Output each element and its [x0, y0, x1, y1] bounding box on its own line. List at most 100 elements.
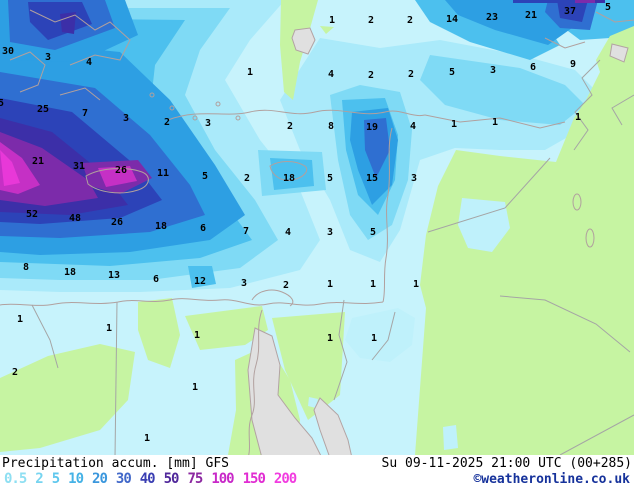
- precip-value-label: 1: [144, 433, 150, 444]
- precip-value-label: 1: [371, 333, 377, 344]
- precip-value-label: 26: [111, 217, 123, 228]
- precip-value-label: 3: [205, 118, 211, 129]
- legend-scale-value: 100: [211, 471, 234, 487]
- legend-scale-value: 30: [115, 471, 132, 487]
- precip-value-label: 2: [368, 70, 374, 81]
- precip-value-label: 21: [32, 156, 44, 167]
- precip-value-label: 31: [73, 161, 85, 172]
- precip-value-label: 2: [287, 121, 293, 132]
- precip-value-label: 1: [194, 330, 200, 341]
- precip-value-label: 6: [153, 274, 159, 285]
- precip-value-label: 26: [115, 165, 127, 176]
- precip-value-label: 7: [82, 108, 88, 119]
- precip-value-label: 5: [202, 171, 208, 182]
- lake-van: [609, 43, 629, 63]
- legend-scale-value: 75: [187, 471, 203, 487]
- precip-value-label: 3: [45, 52, 51, 63]
- precip-value-label: 1: [247, 67, 253, 78]
- precip-value-label: 2: [12, 367, 18, 378]
- band-150mm: [0, 150, 20, 186]
- precip-value-label: 19: [366, 122, 378, 133]
- precip-value-label: 4: [86, 57, 92, 68]
- weather-map: 1 2 2 14 23 21 37 5 30 3 4 1 4 2 2 5 3 6 9 5 25 7 3 2 3 2 8 19 4 1 1 1 2…: [0, 0, 634, 455]
- precip-value-label: 1: [492, 117, 498, 128]
- legend-row-1: Precipitation accum. [mm] GFS Su 09-11-2…: [0, 456, 634, 471]
- precip-value-label: 2: [408, 69, 414, 80]
- marmara-lake: [291, 27, 316, 55]
- precip-value-label: 3: [411, 173, 417, 184]
- precip-value-label: 9: [570, 59, 576, 70]
- country-borders: [31, 59, 634, 455]
- legend-scale-value: 10: [68, 471, 84, 487]
- legend-scale-value: 150: [242, 471, 266, 487]
- precip-value-label: 8: [23, 262, 29, 273]
- precip-value-label: 4: [410, 121, 416, 132]
- precip-value-label: 11: [157, 168, 169, 179]
- precip-value-label: 52: [26, 209, 38, 220]
- precip-value-label: 2: [283, 280, 289, 291]
- precip-value-label: 1: [192, 382, 198, 393]
- precip-value-label: 1: [575, 112, 581, 123]
- precip-value-label: 5: [327, 173, 333, 184]
- map-datetime: Su 09-11-2025 21:00 UTC (00+285): [381, 456, 632, 471]
- precip-value-label: 5: [605, 2, 611, 13]
- coastlines: [0, 9, 634, 455]
- legend-scale-value: 20: [92, 471, 108, 487]
- precip-value-label: 6: [530, 62, 536, 73]
- precip-value-label: 5: [370, 227, 376, 238]
- precip-value-label: 1: [413, 279, 419, 290]
- precip-value-label: 48: [69, 213, 81, 224]
- precip-value-label: 4: [285, 227, 291, 238]
- land-precip-patches: [308, 198, 510, 450]
- precip-value-label: 1: [327, 333, 333, 344]
- precip-value-label: 14: [446, 14, 458, 25]
- precip-value-label: 1: [370, 279, 376, 290]
- precip-value-label: 13: [108, 270, 120, 281]
- copyright-link[interactable]: ©weatheronline.co.uk: [473, 472, 630, 487]
- gulf-of-aqaba: [313, 397, 352, 455]
- precip-value-label: 8: [328, 121, 334, 132]
- map-title: Precipitation accum. [mm] GFS: [2, 456, 229, 471]
- precip-value-label: 4: [328, 69, 334, 80]
- precip-value-label: 1: [17, 314, 23, 325]
- precip-value-label: 23: [486, 12, 498, 23]
- precip-value-label: 1: [329, 15, 335, 26]
- precip-value-label: 5: [449, 67, 455, 78]
- precip-value-label: 18: [155, 221, 167, 232]
- precip-value-label: 3: [123, 113, 129, 124]
- dry-sea-gray: [247, 27, 629, 455]
- precip-value-label: 12: [194, 276, 206, 287]
- legend-bar: Precipitation accum. [mm] GFS Su 09-11-2…: [0, 455, 634, 490]
- precip-value-label: 3: [327, 227, 333, 238]
- red-sea: [247, 327, 322, 455]
- precip-value-label: 2: [164, 117, 170, 128]
- precip-value-label: 1: [451, 119, 457, 130]
- precip-value-label: 2: [407, 15, 413, 26]
- precip-value-label: 15: [366, 173, 378, 184]
- precip-value-label: 18: [283, 173, 295, 184]
- legend-scale-value: 200: [273, 471, 297, 487]
- precip-value-label: 37: [564, 6, 576, 17]
- legend-scale-value: 40: [139, 471, 156, 487]
- precip-value-label: 2: [244, 173, 250, 184]
- legend-scale-value: 0.5: [4, 471, 27, 487]
- precip-value-label: 21: [525, 10, 537, 21]
- legend-scale-value: 50: [163, 471, 180, 487]
- precip-value-label: 30: [2, 46, 14, 57]
- precip-value-label: 6: [200, 223, 206, 234]
- precip-value-label: 7: [243, 226, 249, 237]
- precip-value-label: 1: [327, 279, 333, 290]
- precip-value-label: 1: [106, 323, 112, 334]
- legend-scale-value: 5: [51, 471, 61, 487]
- precip-value-label: 25: [37, 104, 49, 115]
- legend-scale-value: 2: [35, 471, 44, 487]
- precip-value-label: 3: [490, 65, 496, 76]
- color-scale: 0.5 2 5 10 20 30 40 50 75 100 150 200: [4, 471, 297, 487]
- precip-value-label: 3: [241, 278, 247, 289]
- precip-value-label: 5: [0, 98, 4, 109]
- legend-row-2: 0.5 2 5 10 20 30 40 50 75 100 150 200 ©weatheronlin…: [0, 471, 634, 489]
- precip-value-label: 18: [64, 267, 76, 278]
- precip-value-label: 2: [368, 15, 374, 26]
